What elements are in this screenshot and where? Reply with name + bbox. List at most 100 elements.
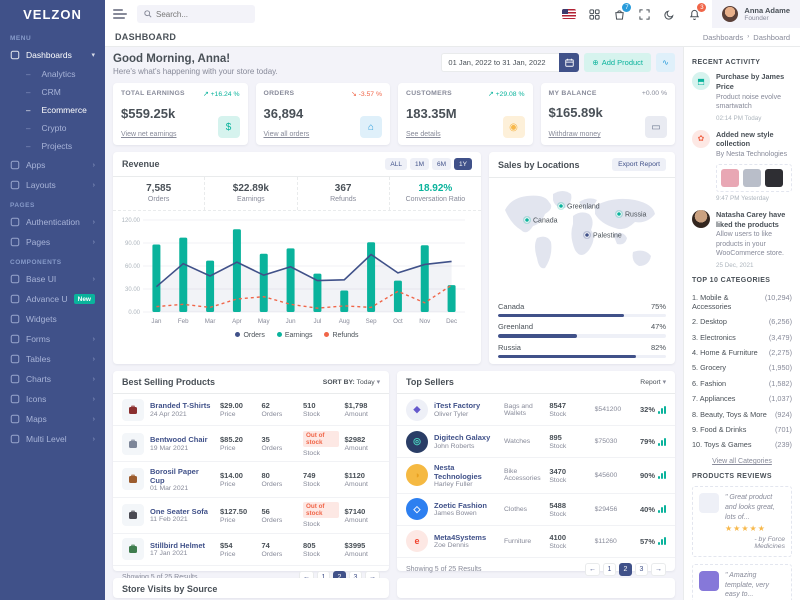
search-input[interactable]	[156, 9, 246, 19]
export-report-button[interactable]: Export Report	[612, 158, 666, 171]
revenue-tab-6m[interactable]: 6M	[432, 158, 452, 170]
category-name[interactable]: 6. Fashion	[692, 378, 727, 388]
category-name[interactable]: 2. Desktop	[692, 317, 727, 327]
seller-category: Clothes	[504, 505, 528, 513]
category-name[interactable]: 5. Grocery	[692, 363, 727, 373]
pager-page-3[interactable]: 3	[635, 562, 648, 576]
activity-title: Purchase by James Price	[716, 72, 785, 91]
category-name[interactable]: 10. Toys & Games	[692, 440, 752, 450]
cart-icon[interactable]: 7	[612, 3, 632, 21]
category-row[interactable]: 7. Appliances (1,037)	[692, 391, 792, 406]
sidebar-item-widgets[interactable]: Widgets	[0, 309, 105, 329]
category-name[interactable]: 7. Appliances	[692, 394, 736, 404]
stat-card-link[interactable]: View all orders	[263, 131, 310, 138]
app-logo[interactable]: VELZON	[23, 6, 82, 22]
revenue-tab-1m[interactable]: 1M	[409, 158, 430, 170]
seller-company[interactable]: Meta4Systems	[434, 533, 487, 543]
language-flag-icon[interactable]	[562, 7, 577, 21]
add-product-button[interactable]: ⊕ Add Product	[584, 53, 651, 72]
sidebar-item-layouts[interactable]: Layouts ›	[0, 175, 105, 195]
view-all-categories-link[interactable]: View all Categories	[712, 458, 772, 466]
pager-page-2[interactable]: 2	[619, 562, 632, 576]
sidebar-item-apps[interactable]: Apps ›	[0, 155, 105, 175]
category-row[interactable]: 2. Desktop (6,256)	[692, 314, 792, 329]
seller-company[interactable]: iTest Factory	[434, 401, 481, 411]
revenue-stat-label: Earnings	[237, 196, 265, 203]
apps-grid-icon[interactable]	[587, 7, 601, 21]
dark-mode-moon-icon[interactable]	[662, 7, 676, 21]
product-image[interactable]	[721, 168, 739, 187]
user-name: Anna Adame	[744, 5, 790, 15]
category-row[interactable]: 8. Beauty, Toys & More (924)	[692, 406, 792, 421]
breadcrumb-dashboards[interactable]: Dashboards	[702, 32, 744, 42]
search-box[interactable]	[137, 5, 255, 23]
sidebar-item-charts[interactable]: Charts ›	[0, 369, 105, 389]
activity-title: Natasha Carey have liked the products	[716, 209, 786, 229]
user-menu[interactable]: Anna Adame Founder	[712, 0, 800, 28]
pager-page-1[interactable]: 1	[603, 562, 616, 576]
product-name[interactable]: Borosil Paper Cup	[150, 466, 199, 485]
product-image[interactable]	[743, 168, 761, 187]
product-name[interactable]: One Seater Sofa	[150, 507, 208, 517]
category-row[interactable]: 10. Toys & Games (239)	[692, 437, 792, 452]
sidebar-subitem-ecommerce[interactable]: Ecommerce	[14, 101, 105, 119]
cell-value: 749	[303, 470, 316, 480]
product-name[interactable]: Stillbird Helmet	[150, 541, 206, 551]
sidebar-item-base-ui[interactable]: Base UI ›	[0, 269, 105, 289]
top-categories-list: 1. Mobile & Accessories (10,294) 2. Deskto…	[692, 290, 792, 453]
sidebar-item-pages[interactable]: Pages ›	[0, 232, 105, 252]
seller-company[interactable]: Nesta Technologies	[434, 462, 482, 481]
notifications-bell-icon[interactable]: 3	[687, 3, 707, 21]
sidebar-item-forms[interactable]: Forms ›	[0, 329, 105, 349]
category-row[interactable]: 4. Home & Furniture (2,275)	[692, 345, 792, 360]
product-image[interactable]	[765, 168, 783, 187]
fullscreen-icon[interactable]	[637, 7, 651, 21]
report-dropdown[interactable]: Report ▾	[640, 379, 666, 386]
sidebar-item-maps[interactable]: Maps ›	[0, 409, 105, 429]
revenue-tab-1y[interactable]: 1Y	[454, 158, 472, 170]
sidebar-subitem-projects[interactable]: Projects	[14, 137, 105, 155]
stat-card-link[interactable]: Withdraw money	[548, 131, 601, 138]
legend-item-earnings: Earnings	[276, 332, 312, 339]
category-name[interactable]: 9. Food & Drinks	[692, 424, 747, 434]
world-map[interactable]: Greenland Canada Russia Palestine	[489, 178, 675, 297]
sidebar-subitem-crm[interactable]: CRM	[14, 83, 105, 101]
category-name[interactable]: 1. Mobile & Accessories	[692, 292, 732, 311]
sidebar-item-multi-level[interactable]: Multi Level ›	[0, 429, 105, 449]
sidebar-item-authentication[interactable]: Authentication ›	[0, 212, 105, 232]
product-name[interactable]: Branded T-Shirts	[150, 401, 211, 411]
category-row[interactable]: 9. Food & Drinks (701)	[692, 422, 792, 437]
sidebar-item-label: Layouts	[26, 180, 56, 190]
sidebar-item-icons[interactable]: Icons ›	[0, 389, 105, 409]
category-row[interactable]: 1. Mobile & Accessories (10,294)	[692, 290, 792, 314]
seller-company[interactable]: Digitech Galaxy	[434, 433, 491, 443]
date-range-input[interactable]	[441, 53, 560, 72]
hamburger-menu-icon[interactable]	[113, 9, 127, 19]
calendar-icon[interactable]	[559, 53, 580, 72]
sidebar-item-dashboards[interactable]: Dashboards ▾	[0, 45, 105, 65]
category-row[interactable]: 5. Grocery (1,950)	[692, 360, 792, 375]
category-name[interactable]: 4. Home & Furniture	[692, 348, 758, 357]
recent-activity-list: ⬒ Purchase by James Price Product noise ev…	[692, 72, 792, 269]
activity-pulse-button[interactable]: ∿	[656, 53, 675, 72]
chevron-right-icon: ›	[92, 335, 95, 343]
pager-next[interactable]: →	[651, 562, 666, 576]
category-name[interactable]: 8. Beauty, Toys & More	[692, 409, 767, 419]
product-name[interactable]: Bentwood Chair	[150, 435, 208, 445]
seller-company[interactable]: Zoetic Fashion	[434, 501, 487, 511]
stat-card-link[interactable]: See details	[406, 131, 441, 138]
stat-card-link[interactable]: View net earnings	[121, 131, 177, 138]
sidebar-item-tables[interactable]: Tables ›	[0, 349, 105, 369]
sidebar-subitem-analytics[interactable]: Analytics	[14, 65, 105, 83]
greeting-subtitle: Here's what's happening with your store …	[113, 67, 278, 76]
sidebar-item-advance-ui[interactable]: Advance UI New	[0, 289, 105, 309]
sidebar-subitem-crypto[interactable]: Crypto	[14, 119, 105, 137]
category-name[interactable]: 3. Electronics	[692, 332, 736, 342]
sidebar-item-label: Apps	[26, 160, 46, 170]
sort-by-dropdown[interactable]: SORT BY: Today ▾	[322, 379, 380, 386]
category-row[interactable]: 6. Fashion (1,582)	[692, 376, 792, 391]
revenue-tab-all[interactable]: ALL	[385, 158, 407, 170]
pager-prev[interactable]: ←	[585, 562, 600, 576]
product-date: 24 Apr 2021	[150, 410, 187, 418]
category-row[interactable]: 3. Electronics (3,479)	[692, 329, 792, 344]
